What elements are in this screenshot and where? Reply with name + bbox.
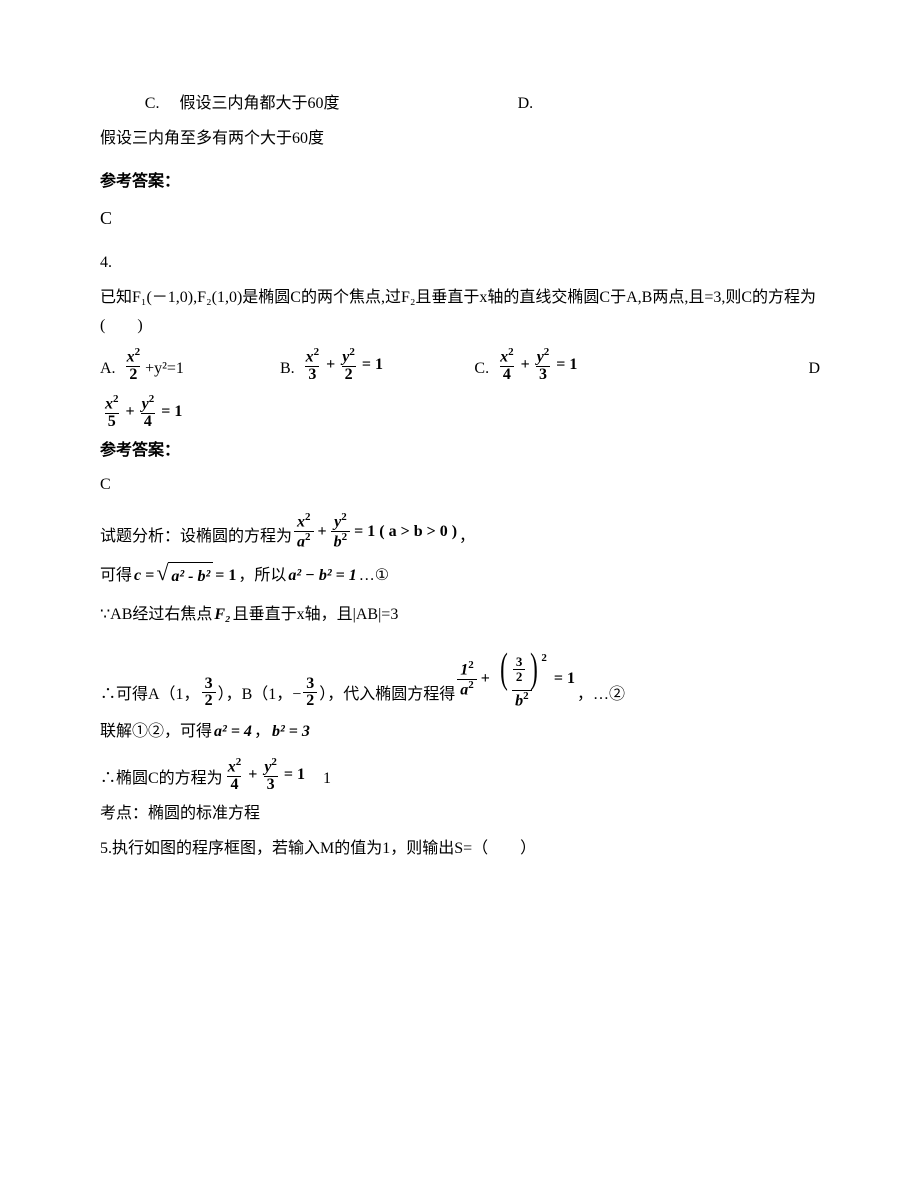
q4-analysis-l2c: …① [359, 562, 389, 591]
q4-option-b-label: B. [280, 355, 295, 384]
q4-option-a-label: A. [100, 355, 116, 384]
q4-option-c: C. x24 + y23 =1 [474, 347, 704, 384]
q4-analysis-l2a: 可得 [100, 562, 132, 591]
q4-option-a-tail: +y²=1 [145, 355, 184, 384]
q4-answer-label: 参考答案： [100, 437, 820, 466]
q4-stem: 已知F₁(－1,0),F₂(1,0)是椭圆C的两个焦点,过F₂且垂直于x轴的直线… [100, 284, 820, 342]
q4-frac-3over2-a: 32 [202, 676, 216, 711]
q4-option-d-eq: x25 + y24 =1 [100, 394, 184, 431]
q4-analysis-eq1: x2a2 + y2b2 = 1 ( a > b > 0 ) [292, 512, 459, 551]
q3-option-d: 假设三内角至多有两个大于60度 [100, 125, 820, 154]
q4-analysis-l1a: 试题分析：设椭圆的方程为 [100, 523, 292, 552]
q5-text: 5.执行如图的程序框图，若输入M的值为1，则输出S=（ ） [100, 835, 820, 864]
q4-frac-3over2-b: 32 [303, 676, 317, 711]
q4-analysis-l4b: ），代入椭圆方程得 [319, 681, 455, 710]
q4-analysis-eq6: x24 + y23 =1 [223, 757, 307, 794]
q3-option-c-row: C. 假设三内角都大于60度 D. [100, 90, 820, 119]
q4-analysis-l6a: ∴椭圆C的方程为 [100, 765, 223, 794]
q4-analysis-l7: 考点：椭圆的标准方程 [100, 800, 820, 829]
q4-option-d-label: D [808, 355, 820, 384]
q3-option-d-label: D. [518, 90, 534, 119]
q4-analysis-eq4: 12a2 + (32)2 b2 =1 [455, 648, 577, 710]
q4-options-row-1: A. x22 +y²=1 B. x23 + y22 =1 C. x24 + y2… [100, 347, 820, 384]
q4-option-c-label: C. [474, 355, 489, 384]
q4-analysis-l1b: ， [459, 523, 475, 552]
q4-analysis-l2b: ，所以 [238, 562, 286, 591]
q3-option-c: C. 假设三内角都大于60度 [100, 90, 518, 119]
q4-analysis-l3b: 且垂直于x轴，且|AB|=3 [233, 601, 399, 630]
q3-answer: C [100, 202, 820, 234]
q4-option-d-label-wrap: D [705, 355, 820, 384]
q4-analysis-l6tail: 1 [323, 765, 331, 794]
q4-analysis-eq2a: c = √a² - b² = 1 [132, 562, 238, 592]
q4-analysis-l3a: ∵AB经过右焦点 [100, 601, 212, 630]
q4-analysis-l4mid: ），B（1，− [218, 681, 302, 710]
q4-option-a: A. x22 +y²=1 [100, 347, 280, 384]
q4-analysis-eq3: a² − b² = 1 [286, 562, 358, 591]
q4-answer: C [100, 471, 820, 500]
q4-option-b: B. x23 + y22 =1 [280, 347, 474, 384]
q4-analysis-l4tail: ，…② [577, 681, 625, 710]
q4-number: 4. [100, 249, 820, 278]
q4-analysis-l4a: ∴可得A（1， [100, 681, 200, 710]
q4-analysis-l5a: 联解①②，可得 [100, 718, 212, 747]
q3-answer-label: 参考答案： [100, 168, 820, 197]
